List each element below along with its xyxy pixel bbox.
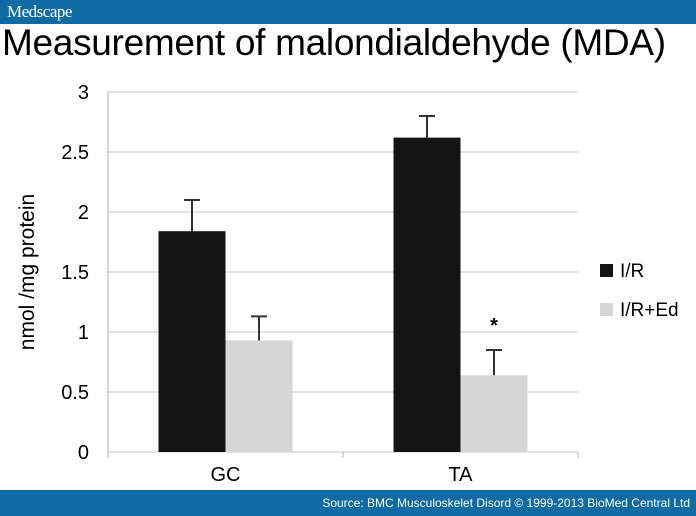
source-credit: Source: BMC Musculoskelet Disord © 1999-… — [322, 496, 690, 510]
bar-i-r-ta — [393, 137, 461, 452]
legend-label: I/R+Ed — [620, 300, 679, 321]
y-tick-label: 1 — [78, 322, 89, 344]
significance-marker: * — [490, 315, 498, 337]
footer-bar: Source: BMC Musculoskelet Disord © 1999-… — [0, 490, 696, 516]
x-tick-label: GC — [211, 464, 241, 486]
y-tick-label: 0.5 — [61, 382, 89, 404]
y-axis-label: nmol /mg protein — [16, 194, 39, 350]
legend-swatch — [600, 303, 613, 316]
legend-label: I/R — [620, 261, 644, 282]
bar-i-r-gc — [158, 231, 226, 452]
medscape-logo: Medscape — [7, 2, 72, 21]
page-title: Measurement of malondialdehyde (MDA) — [2, 22, 666, 63]
bar-i-r-ed-ta — [460, 375, 528, 452]
y-tick-label: 2.5 — [61, 142, 89, 164]
y-tick-label: 3 — [78, 82, 89, 104]
header-bar: Medscape — [0, 0, 696, 24]
bar-i-r-ed-gc — [225, 340, 293, 452]
legend-swatch — [600, 264, 613, 277]
y-tick-label: 2 — [78, 202, 89, 224]
x-tick-label: TA — [448, 464, 473, 486]
y-tick-label: 0 — [78, 442, 89, 464]
y-tick-label: 1.5 — [61, 262, 89, 284]
